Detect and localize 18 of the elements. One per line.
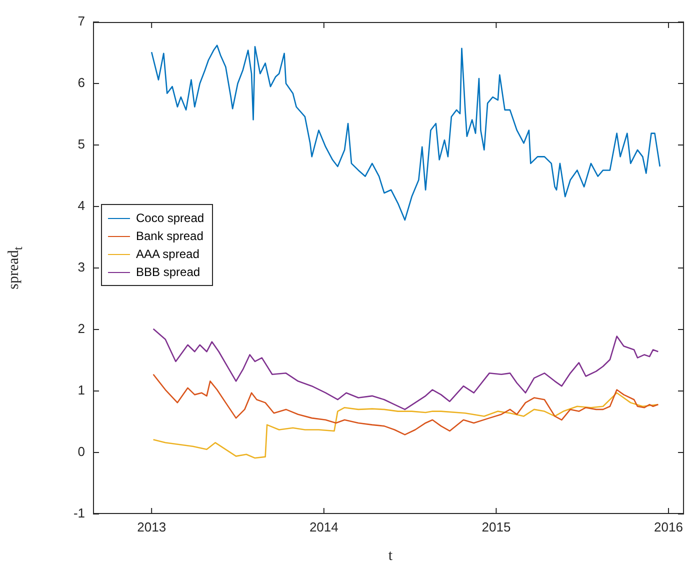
y-tick-label: 0 [78,444,85,460]
x-axis-title: t [388,548,393,565]
y-tick-label: 6 [78,75,85,90]
y-tick-label: 3 [78,260,85,275]
x-tick-label: 2016 [654,519,683,534]
y-tick-label: 5 [78,136,85,152]
x-tick-label: 2013 [137,519,166,534]
y-tick-label: -1 [73,506,85,521]
y-tick-label: 7 [78,14,85,29]
legend-label: Bank spread [136,229,204,244]
y-tick-label: 2 [78,321,85,336]
y-tick-label: 1 [78,382,85,398]
y-tick-label: 4 [78,198,85,214]
x-tick-label: 2014 [309,519,338,534]
legend-label: AAA spread [136,247,200,262]
legend-label: Coco spread [136,211,204,226]
legend-label: BBB spread [136,265,200,280]
x-tick-label: 2015 [482,519,511,534]
